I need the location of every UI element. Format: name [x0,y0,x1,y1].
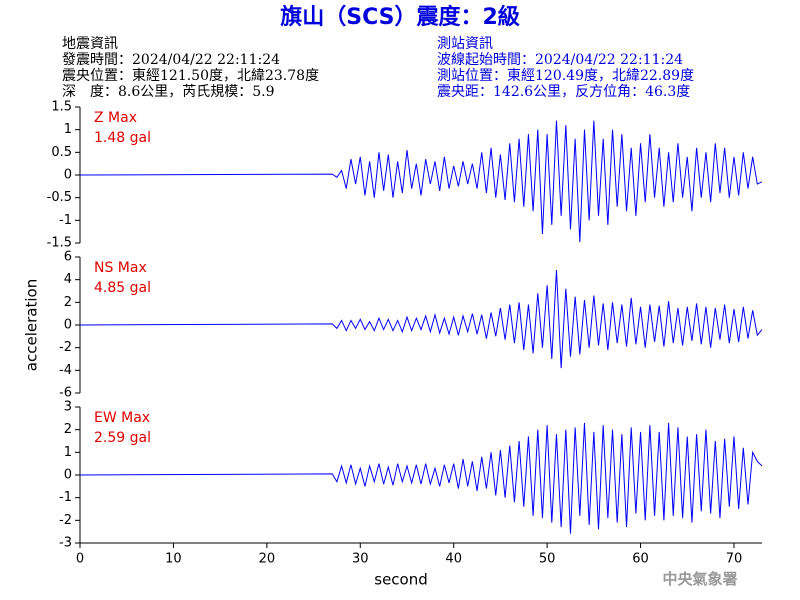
y-tick-label: -2 [59,513,72,528]
x-tick-label: 60 [632,552,649,567]
y-tick-label: 1.5 [51,100,72,115]
y-tick-label: 6 [64,250,72,265]
y-tick-label: 2 [64,422,72,437]
y-tick-label: 4 [64,272,72,287]
x-tick-label: 70 [726,552,743,567]
x-tick-label: 40 [445,552,462,567]
x-tick-label: 30 [352,552,369,567]
info-line: 深 度：8.6公里，芮氏規模：5.9 [62,83,275,100]
y-tick-label: 3 [64,400,72,415]
info-line: 測站位置：東經120.49度，北緯22.89度 [437,68,694,84]
y-tick-label: 0.5 [51,145,72,160]
y-tick-label: -0.5 [47,190,72,205]
info-line: 測站資訊 [437,36,493,52]
y-tick-label: -6 [59,386,72,401]
y-tick-label: -1 [59,213,72,228]
info-line: 震央距：142.6公里，反方位角：46.3度 [437,84,690,100]
y-tick-label: 1 [64,122,72,137]
annotation: NS Max [94,260,147,276]
x-tick-label: 50 [539,552,556,567]
info-line: 發震時間：2024/04/22 22:11:24 [62,52,280,68]
y-tick-label: -1.5 [47,236,72,251]
waveform [79,270,763,369]
y-axis-label: acceleration [23,279,41,371]
info-line: 波線起始時間：2024/04/22 22:11:24 [437,52,683,68]
header-right: 測站資訊 波線起始時間：2024/04/22 22:11:24 測站位置：東經1… [437,36,694,100]
annotation: 1.48 gal [94,130,151,146]
y-tick-label: 0 [64,468,72,483]
footer: 中央氣象署 [662,570,737,588]
x-tick-label: 20 [259,552,276,567]
y-tick-label: 2 [64,295,72,310]
waveform [79,422,763,534]
annotation: EW Max [94,410,150,426]
y-tick-label: 1 [64,445,72,460]
y-tick-label: -2 [59,340,72,355]
annotation: 4.85 gal [94,280,151,296]
annotation: 2.59 gal [94,430,151,446]
y-tick-label: 0 [64,168,72,183]
header-left: 地震資訊 發震時間：2024/04/22 22:11:24 震央位置：東經121… [62,36,319,100]
x-tick-label: 10 [165,552,182,567]
annotation: Z Max [94,110,137,126]
waveform [79,120,763,243]
info-line: 地震資訊 [62,36,118,52]
info-line: 震央位置：東經121.50度，北緯23.78度 [62,68,319,84]
y-tick-label: 0 [64,318,72,333]
x-axis-label: second [374,571,428,589]
y-tick-label: -4 [59,363,72,378]
y-tick-label: -3 [59,536,72,551]
x-tick-label: 0 [76,552,84,567]
y-tick-label: -1 [59,490,72,505]
chart-title: 旗山（SCS）震度：2級 [280,4,520,30]
